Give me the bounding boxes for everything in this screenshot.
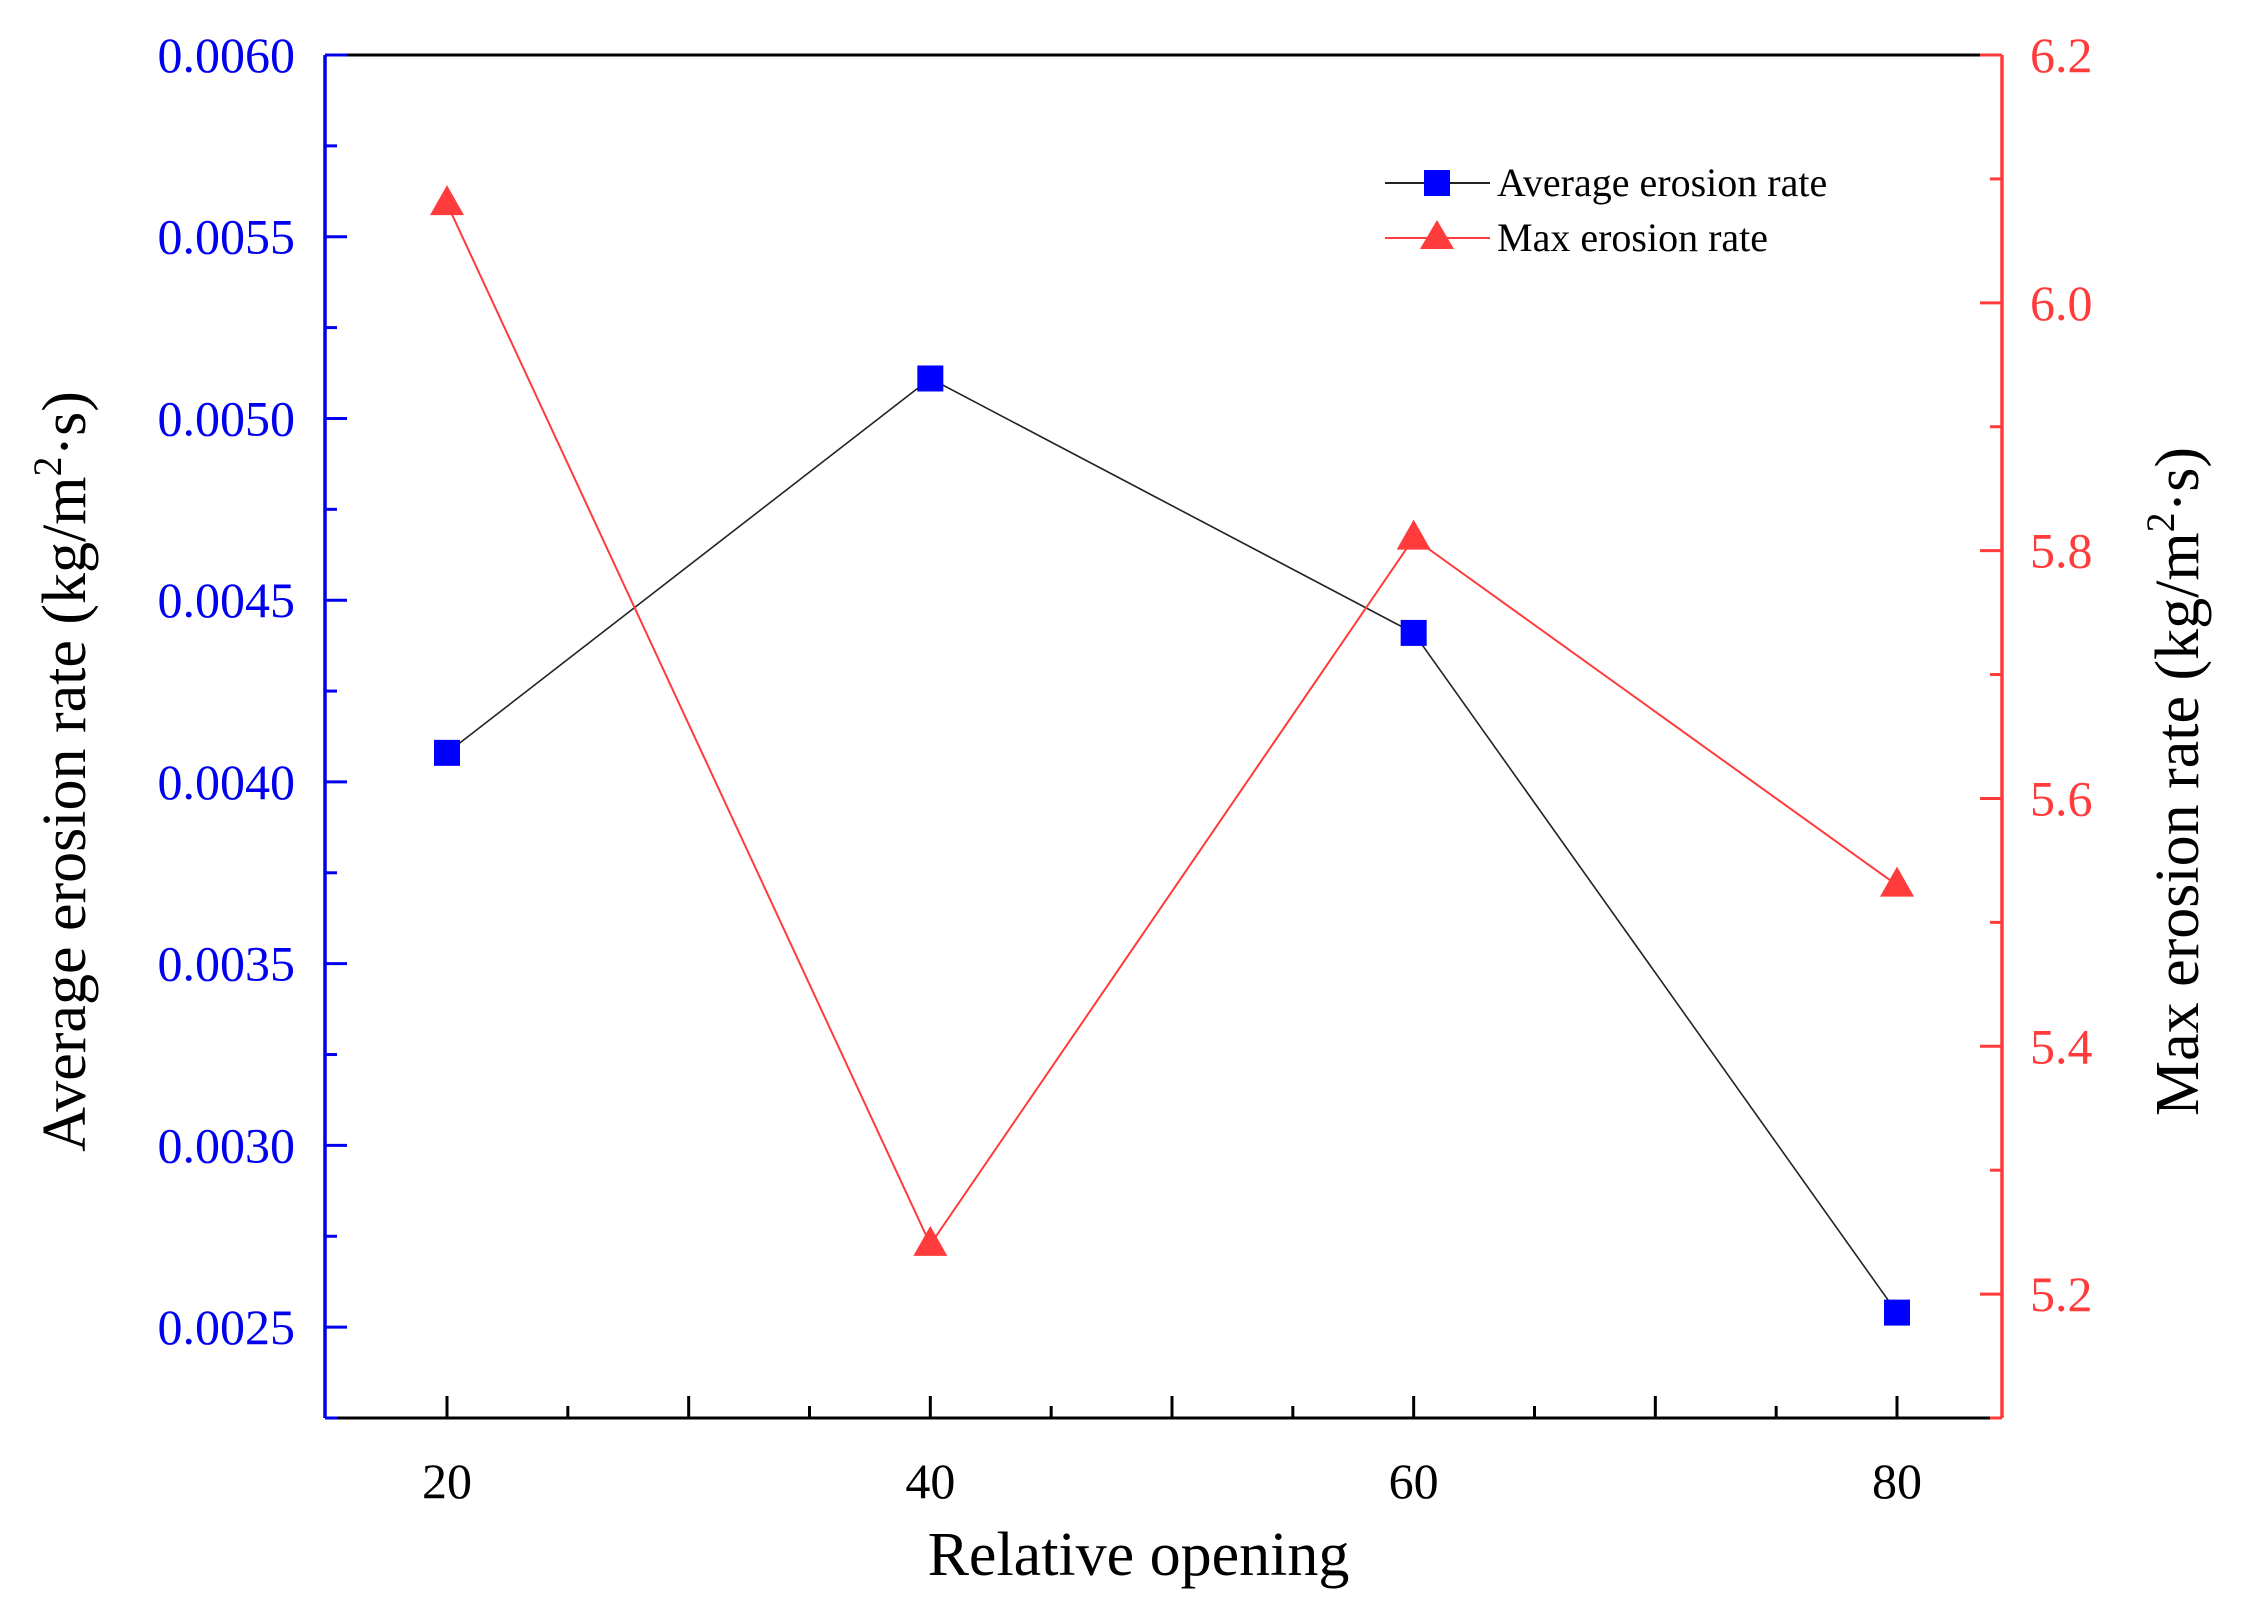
y-axis-right-title: Max erosion rate (kg/m2·s) <box>2138 447 2212 1116</box>
data-point-average <box>1884 1299 1910 1326</box>
series-markers <box>430 185 1914 1326</box>
y-left-tick-label: 0.0060 <box>158 27 296 83</box>
legend-marker-triangle <box>1420 220 1454 249</box>
axis-titles: Relative opening Average erosion rate (kg… <box>25 391 2212 1589</box>
y-right-tick-label: 5.2 <box>2030 1266 2093 1322</box>
y-left-tick-label: 0.0025 <box>158 1299 296 1355</box>
data-point-max <box>913 1225 948 1256</box>
data-point-average <box>917 365 944 392</box>
data-point-max <box>1396 519 1431 550</box>
data-point-max <box>430 185 464 216</box>
y-left-tick-label: 0.0030 <box>158 1117 296 1173</box>
y-left-tick-label: 0.0055 <box>158 209 296 265</box>
y-right-tick-label: 5.4 <box>2030 1018 2093 1074</box>
series-line-average <box>446 377 1898 1314</box>
axes: 20 40 60 80 0.0025 0.0030 0.0035 0.0040 0.0045 0.… <box>158 27 2093 1509</box>
y-left-tick-label: 0.0045 <box>158 572 296 628</box>
legend: Average erosion rate Max erosion rate <box>1385 160 1827 260</box>
x-axis-title: Relative opening <box>928 1521 1350 1589</box>
legend-label: Max erosion rate <box>1497 215 1768 260</box>
data-point-average <box>1400 619 1427 646</box>
series-lines <box>446 203 1898 1314</box>
y-right-tick-label: 5.8 <box>2030 523 2093 579</box>
x-tick-label: 80 <box>1872 1453 1922 1509</box>
x-tick-label: 60 <box>1389 1453 1439 1509</box>
data-point-max <box>1880 866 1914 897</box>
legend-label: Average erosion rate <box>1497 160 1827 205</box>
series-line-max <box>446 203 1898 1247</box>
y-left-tick-label: 0.0040 <box>158 754 296 810</box>
y-right-tick-label: 5.6 <box>2030 770 2093 826</box>
legend-marker-square <box>1424 170 1450 196</box>
y-left-tick-label: 0.0035 <box>158 936 296 992</box>
y-right-tick-label: 6.0 <box>2030 275 2093 331</box>
y-right-tick-label: 6.2 <box>2030 27 2093 83</box>
x-tick-label: 40 <box>905 1453 955 1509</box>
y-axis-left-title: Average erosion rate (kg/m2·s) <box>25 391 99 1152</box>
y-left-tick-label: 0.0050 <box>158 390 296 446</box>
x-tick-label: 20 <box>422 1453 472 1509</box>
data-point-average <box>434 739 460 766</box>
